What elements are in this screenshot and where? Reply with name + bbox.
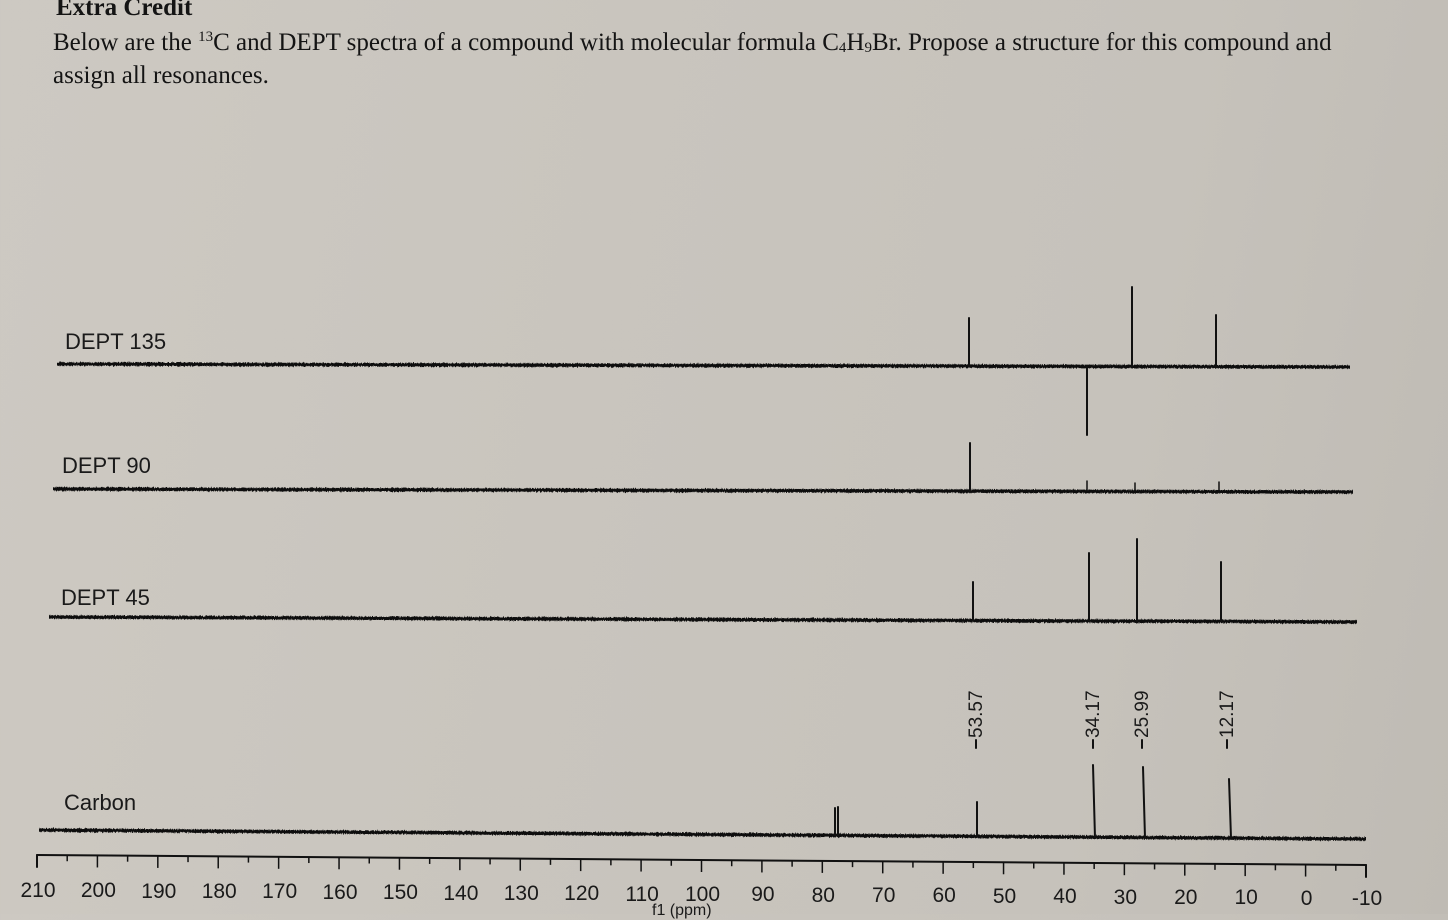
peak-marker-lines: [975, 739, 1228, 749]
tick-label: 80: [811, 883, 835, 907]
tick-label: 20: [1174, 885, 1198, 909]
carbon-spectrum: [37, 764, 1368, 841]
dept135-spectrum: [55, 286, 1352, 436]
tick-label: 50: [992, 884, 1017, 908]
tick-label: 90: [751, 883, 775, 907]
tick-label: 170: [262, 880, 298, 904]
tick-label: -10: [1351, 887, 1383, 910]
tick-label: 70: [872, 884, 896, 908]
tick-label: 0: [1300, 886, 1313, 910]
tick-label: 160: [322, 880, 358, 904]
peak-label-34-17: 34.17: [1083, 690, 1104, 738]
tick-label: 200: [80, 879, 116, 903]
tick-label: 130: [503, 881, 539, 905]
axis-ticks: [36, 855, 1367, 877]
dept45-label: DEPT 45: [61, 585, 150, 610]
tick-label: 210: [20, 879, 56, 902]
tick-label: 10: [1234, 886, 1258, 910]
dept135-label: DEPT 135: [65, 329, 167, 354]
tick-label: 150: [382, 881, 418, 905]
peak-label-25-99: 25.99: [1132, 690, 1153, 738]
tick-label: 120: [564, 882, 600, 906]
question-prompt: Below are the 13C and DEPT spectra of a …: [53, 29, 1332, 89]
tick-label: 190: [141, 879, 177, 903]
tick-label: 60: [932, 884, 956, 908]
dept90-spectrum: [51, 442, 1355, 494]
tick-label: 110: [625, 882, 659, 906]
page-heading: Extra Credit: [56, 0, 193, 21]
tick-label: 140: [443, 881, 479, 905]
tick-label: 180: [201, 880, 237, 904]
x-axis-title: f1 (ppm): [652, 902, 712, 919]
dept45-spectrum: [47, 538, 1359, 624]
peak-label-53-57: 53.57: [966, 690, 987, 738]
dept90-label: DEPT 90: [62, 453, 151, 478]
carbon-label: Carbon: [64, 790, 137, 815]
tick-label: 30: [1113, 885, 1138, 909]
tick-label: 100: [684, 883, 721, 906]
peak-label-12-17: 12.17: [1217, 690, 1238, 738]
tick-label: 40: [1053, 885, 1077, 909]
